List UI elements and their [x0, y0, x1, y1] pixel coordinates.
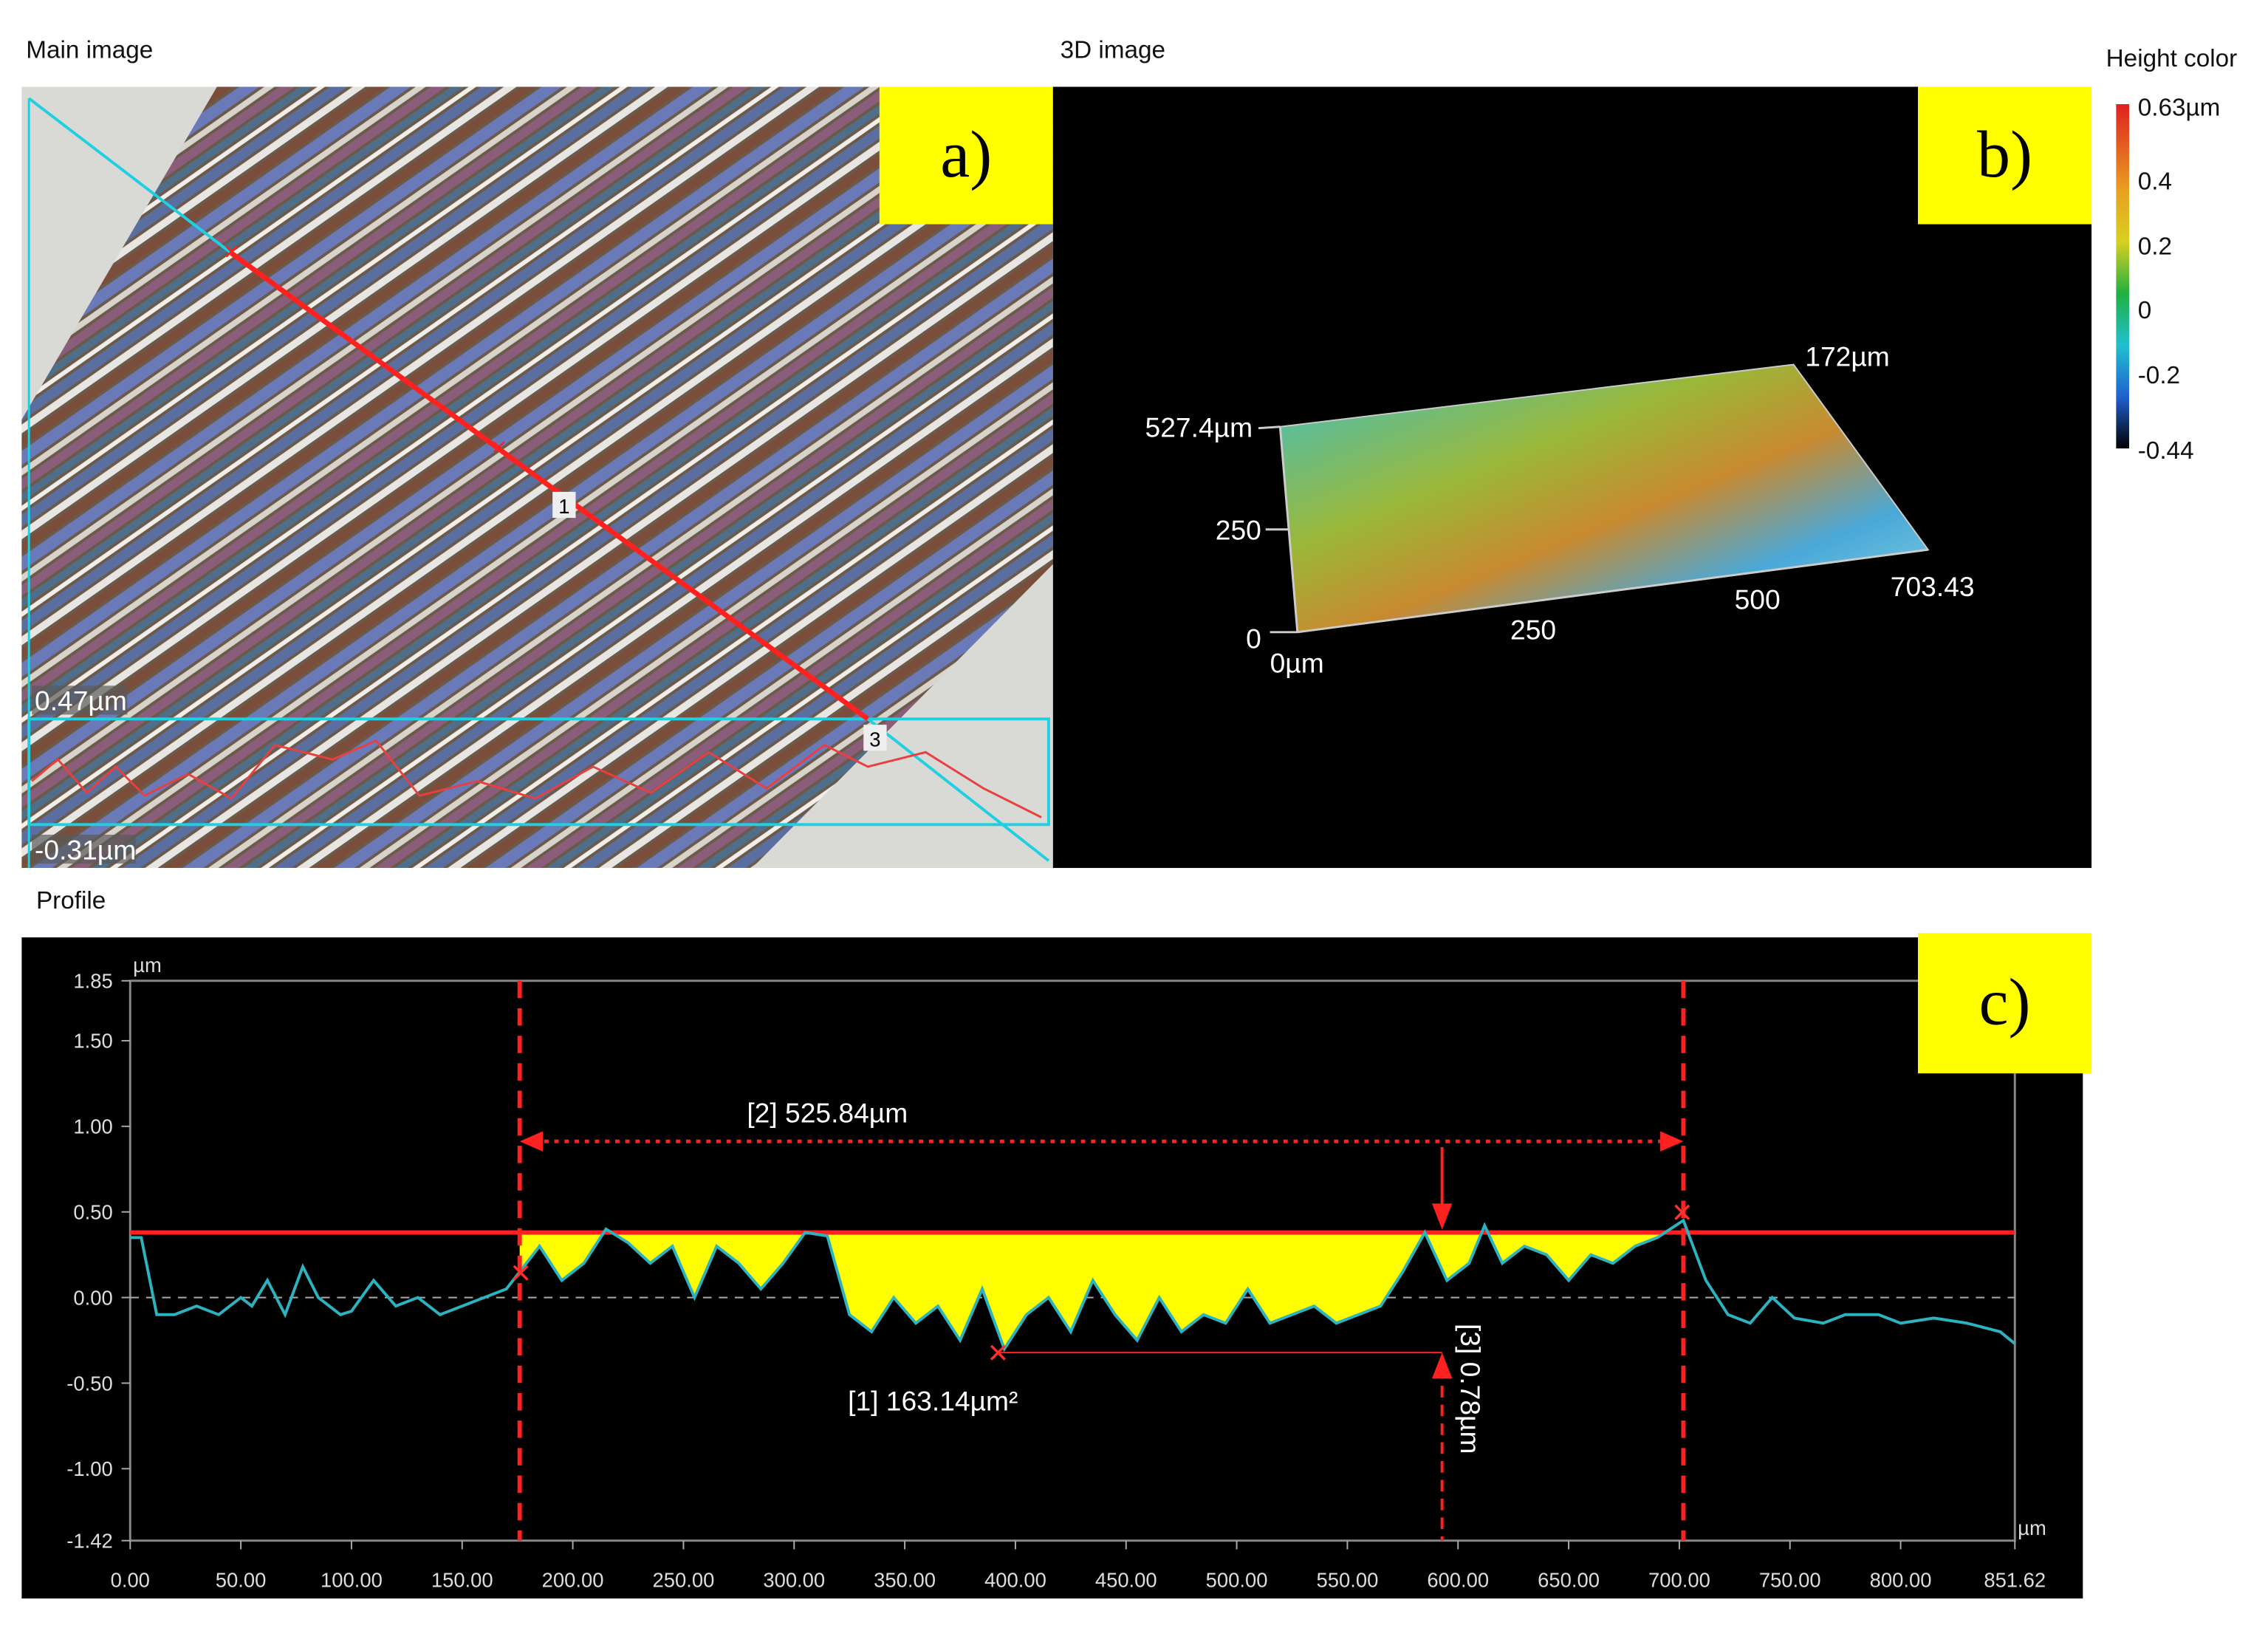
end-mark: ×	[1672, 1192, 1692, 1231]
x-tick-label: 600.00	[1427, 1568, 1489, 1591]
colorbar-tick: 0.4	[2138, 168, 2172, 196]
marker: 3	[869, 728, 880, 751]
x-tick-label: 250.00	[653, 1568, 715, 1591]
annotation: [3] 0.78µm	[1455, 1324, 1486, 1454]
panel-title: Profile	[36, 887, 106, 914]
end-mark: ×	[510, 1253, 530, 1292]
axis-label-3d: 250	[1510, 615, 1556, 646]
x-tick-label: 350.00	[874, 1568, 936, 1591]
min-mark: ×	[988, 1333, 1008, 1372]
x-tick-label: 851.62	[1984, 1568, 2046, 1591]
y-tick-label: 1.50	[73, 1030, 112, 1053]
axis-label-3d: 527.4µm	[1145, 411, 1253, 442]
x-tick-label: 800.00	[1870, 1568, 1932, 1591]
x-tick-label: 300.00	[763, 1568, 825, 1591]
colorbar-tick: 0	[2138, 297, 2152, 324]
axis-label-3d: 703.43	[1891, 571, 1975, 602]
label-bg	[32, 835, 137, 864]
colorbar	[2116, 104, 2129, 449]
profile-line	[230, 250, 870, 722]
y-unit: µm	[133, 954, 162, 977]
arrow-head	[1660, 1131, 1684, 1152]
cyan-line	[27, 97, 233, 255]
x-tick-label: 650.00	[1538, 1568, 1600, 1591]
axis-label-3d: 500	[1735, 584, 1781, 615]
end-mark: ×	[224, 238, 239, 267]
axis-label-3d: 0µm	[1270, 648, 1324, 679]
x-tick-label: 700.00	[1648, 1568, 1710, 1591]
x-tick-label: 400.00	[984, 1568, 1046, 1591]
colorbar-tick: -0.44	[2138, 437, 2194, 465]
panel-tag: c)	[1979, 966, 2031, 1039]
axis-label-3d: 250	[1216, 514, 1261, 545]
axis-label-3d: 172µm	[1805, 341, 1890, 372]
colorbar-tick: 0.2	[2138, 233, 2172, 261]
y-tick-label: -0.50	[66, 1372, 112, 1395]
axes-3d	[1258, 425, 1928, 634]
marker-box	[552, 491, 576, 519]
y-tick-label: 0.00	[73, 1286, 112, 1309]
marker-box	[863, 725, 887, 751]
x-tick-label: 100.00	[321, 1568, 383, 1591]
panel-title: Main image	[26, 36, 153, 64]
plot-frame	[129, 979, 2016, 1542]
arrow-head	[1431, 1352, 1453, 1379]
panel-title: 3D image	[1061, 36, 1165, 64]
tag-box	[1918, 933, 2092, 1074]
y-tick-label: 1.85	[73, 970, 112, 993]
tag-box	[879, 86, 1053, 225]
colorbar-tick: 0.63µm	[2138, 95, 2221, 122]
arrow-head	[519, 1131, 544, 1152]
colorbar-title: Height color	[2106, 45, 2238, 72]
annotation: [2] 525.84µm	[747, 1098, 908, 1129]
x-tick-label: 450.00	[1095, 1568, 1157, 1591]
axis-label-3d: 0	[1246, 623, 1261, 654]
y-tick-label: 1.00	[73, 1115, 112, 1138]
panel-tag: a)	[940, 118, 992, 191]
profile-box	[27, 717, 1050, 827]
x-tick-label: 750.00	[1759, 1568, 1821, 1591]
x-tick-label: 200.00	[542, 1568, 604, 1591]
x-tick-label: 0.00	[111, 1568, 150, 1591]
x-tick-label: 550.00	[1316, 1568, 1378, 1591]
x-tick-label: 50.00	[216, 1568, 267, 1591]
x-unit: µm	[2018, 1516, 2046, 1539]
y-tick-label: -1.42	[66, 1530, 112, 1553]
marker: 1	[558, 495, 569, 518]
label-bg	[32, 685, 128, 715]
y-tick-label: -1.00	[66, 1457, 112, 1480]
annotation: [1] 163.14µm²	[848, 1385, 1018, 1416]
tag-box	[1918, 86, 2092, 225]
mid-mark: ×	[491, 433, 507, 462]
x-tick-label: 500.00	[1206, 1568, 1268, 1591]
y-tick-label: 0.50	[73, 1200, 112, 1223]
x-tick-label: 150.00	[431, 1568, 493, 1591]
scale-min: -0.31µm	[35, 834, 136, 865]
scale-max: 0.47µm	[35, 685, 127, 716]
colorbar-tick: -0.2	[2138, 362, 2180, 389]
panel-tag: b)	[1977, 118, 2032, 191]
cyan-line	[866, 717, 1050, 862]
area-fill	[519, 1232, 1684, 1350]
arrow-head	[1431, 1203, 1453, 1230]
profile	[130, 1218, 2016, 1352]
mini-profile	[31, 739, 1042, 818]
